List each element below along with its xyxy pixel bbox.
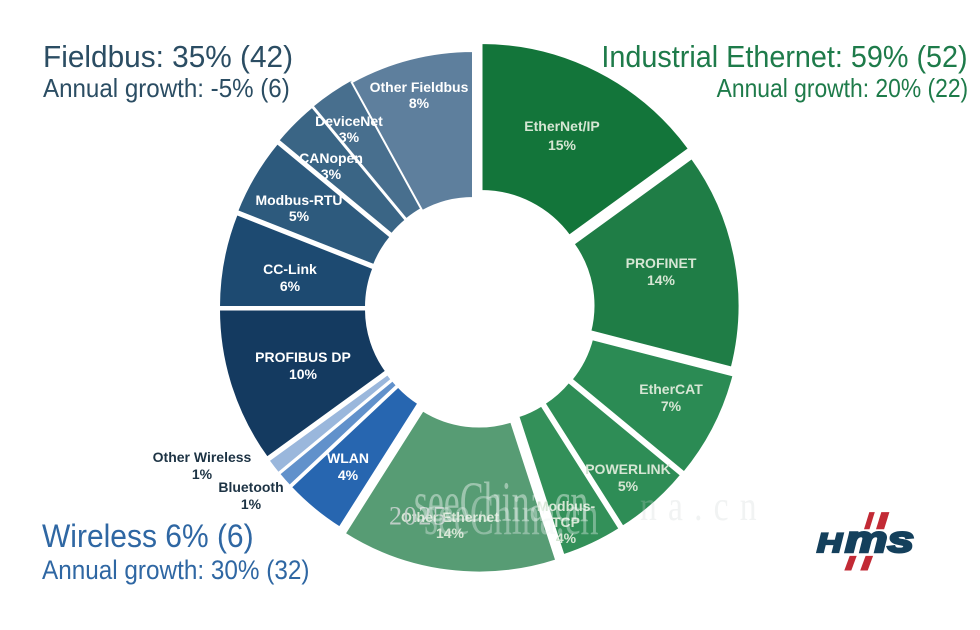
svg-text:CANopen: CANopen xyxy=(299,150,363,166)
svg-text:WLAN: WLAN xyxy=(327,450,369,466)
svg-text:CC-Link: CC-Link xyxy=(263,261,317,277)
svg-text:8%: 8% xyxy=(409,95,430,111)
svg-text:10%: 10% xyxy=(289,366,318,382)
svg-text:seeChina.cn: seeChina.cn xyxy=(424,485,599,547)
svg-text:2025: 2025 xyxy=(389,502,446,531)
svg-text:PROFINET: PROFINET xyxy=(626,255,697,271)
svg-text:3%: 3% xyxy=(339,129,360,145)
svg-text:seeChina.cn: seeChina.cn xyxy=(414,472,589,534)
svg-text:Other Wireless: Other Wireless xyxy=(153,449,252,465)
svg-text:Modbus-: Modbus- xyxy=(537,498,596,514)
svg-text:5%: 5% xyxy=(618,478,639,494)
svg-text:POWERLINK: POWERLINK xyxy=(585,461,671,477)
svg-text:7%: 7% xyxy=(661,398,682,414)
svg-text:Other Fieldbus: Other Fieldbus xyxy=(370,79,469,95)
svg-text:5%: 5% xyxy=(289,208,310,224)
svg-text:EtherCAT: EtherCAT xyxy=(639,381,703,397)
svg-text:H: H xyxy=(817,528,843,558)
svg-text:6%: 6% xyxy=(280,278,301,294)
svg-text:4%: 4% xyxy=(338,467,359,483)
svg-text:DeviceNet: DeviceNet xyxy=(315,113,383,129)
svg-text:1%: 1% xyxy=(192,466,213,482)
svg-text:EtherNet/IP: EtherNet/IP xyxy=(524,118,599,134)
svg-text:na.cn: na.cn xyxy=(640,484,768,530)
svg-text:Modbus-RTU: Modbus-RTU xyxy=(255,192,342,208)
svg-text:PROFIBUS DP: PROFIBUS DP xyxy=(255,349,351,365)
svg-text:3%: 3% xyxy=(321,166,342,182)
svg-text:15%: 15% xyxy=(548,137,577,153)
svg-text:14%: 14% xyxy=(436,525,465,541)
svg-text:1%: 1% xyxy=(241,496,262,512)
svg-text:TCP: TCP xyxy=(552,514,580,530)
svg-text:4%: 4% xyxy=(556,530,577,546)
svg-text:14%: 14% xyxy=(647,272,676,288)
svg-text:Bluetooth: Bluetooth xyxy=(218,479,283,495)
svg-text:Other Ethernet: Other Ethernet xyxy=(401,509,499,525)
